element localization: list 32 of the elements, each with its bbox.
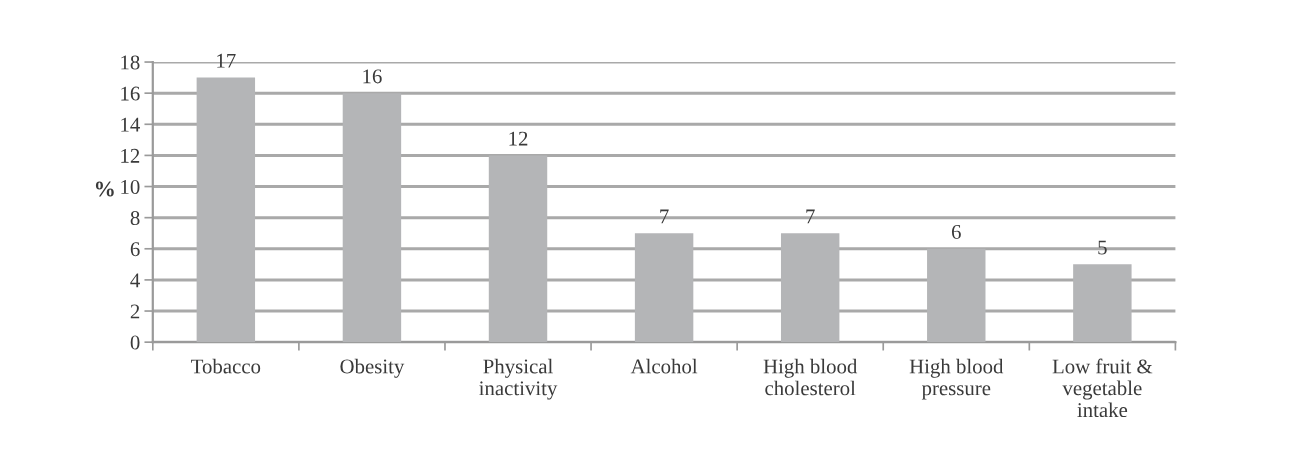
y-tick-label: 12 — [121, 148, 140, 163]
x-tick-label: Obesity — [340, 358, 405, 378]
y-tick-label: 2 — [130, 304, 140, 319]
bar — [196, 77, 256, 343]
data-label: 7 — [660, 209, 669, 224]
data-label: 6 — [951, 225, 961, 239]
y-tick-label: 10 — [121, 179, 140, 194]
y-tick-label: 8 — [130, 211, 140, 226]
x-tick-label: Tobacco — [191, 358, 261, 374]
bar — [342, 93, 402, 343]
x-tick-label: High blood pressure — [909, 358, 1004, 400]
data-label: 16 — [363, 69, 382, 84]
bar — [1073, 264, 1132, 343]
data-label: 5 — [1098, 240, 1107, 255]
x-tick-label: Alcohol — [630, 358, 698, 374]
x-tick-label: High blood cholesterol — [763, 358, 858, 396]
y-tick-label: 4 — [130, 273, 140, 288]
x-tick-label: Low fruit & vegetable intake — [1052, 358, 1153, 418]
bar — [780, 233, 840, 343]
y-tick-label: 16 — [121, 86, 140, 101]
y-tick-label: 6 — [130, 242, 140, 257]
x-tick-label: Physical inactivity — [479, 358, 558, 400]
data-label: 7 — [806, 209, 815, 224]
data-label: 17 — [217, 53, 236, 68]
data-label: 12 — [509, 131, 528, 146]
y-tick-label: 0 — [130, 335, 140, 350]
y-axis-title: % — [95, 181, 114, 197]
bar — [634, 233, 694, 343]
y-tick-label: 18 — [121, 55, 140, 70]
y-tick-label: 14 — [121, 117, 140, 132]
bar — [927, 248, 986, 343]
bar — [488, 155, 548, 343]
